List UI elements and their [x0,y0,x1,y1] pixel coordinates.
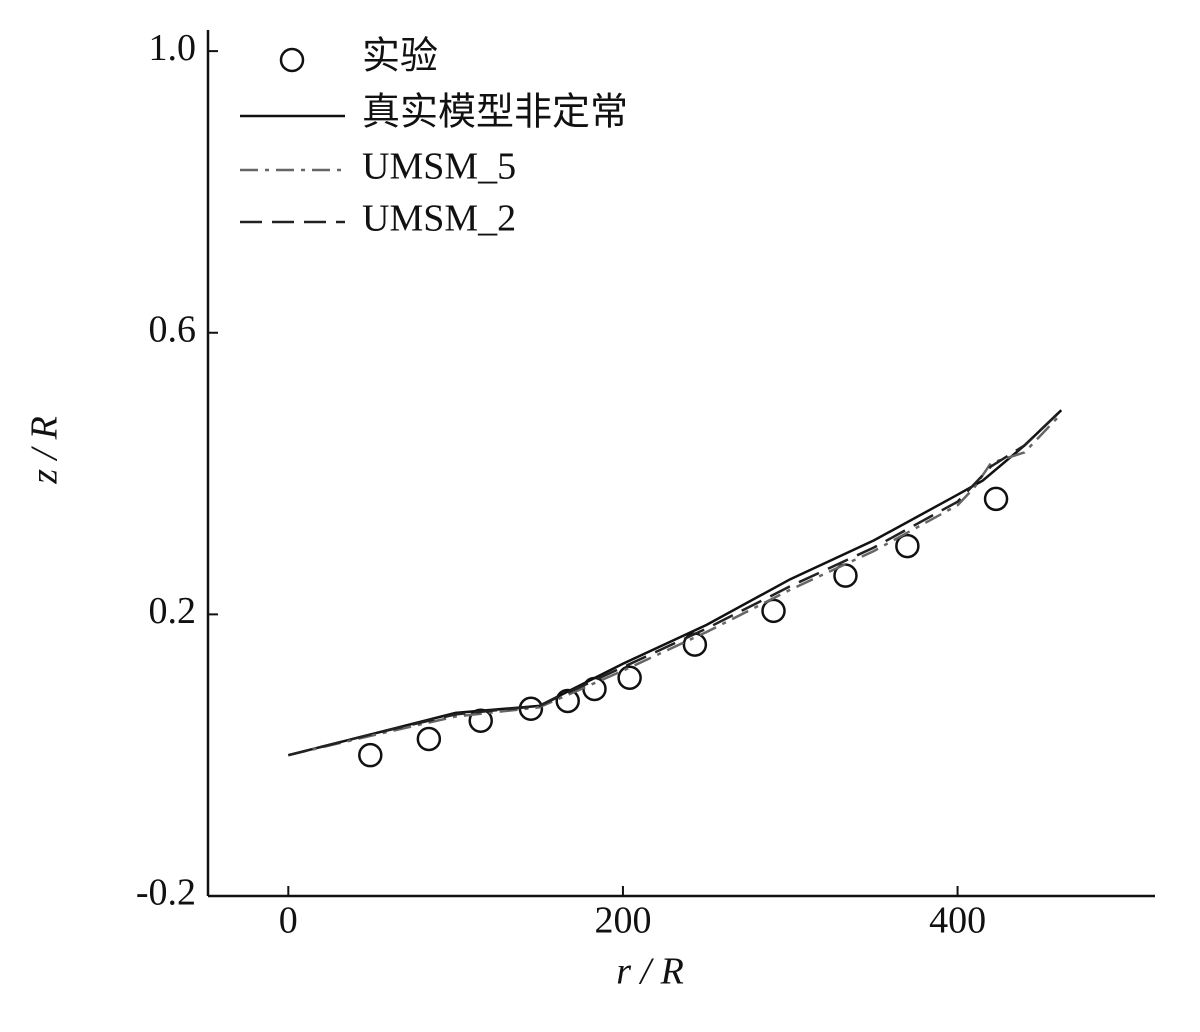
legend-label: UMSM_5 [362,146,516,188]
y-axis-label: z / R [24,416,66,485]
series-line [288,412,1063,757]
data-point [358,742,383,768]
data-point [761,598,786,624]
y-tick-label: 1.0 [149,27,197,69]
legend-marker [279,47,305,73]
legend-label: 实验 [362,36,438,78]
data-point [416,726,442,752]
data-point [895,533,920,559]
y-tick-label: 0.2 [149,590,197,632]
legend-label: UMSM_2 [362,198,516,240]
data-point [555,688,580,714]
x-tick-label: 200 [594,900,651,942]
x-tick-label: 400 [929,900,986,942]
legend-label: 真实模型非定常 [362,92,628,134]
series-line [287,409,1063,757]
x-axis-label: r / R [616,951,684,993]
y-tick-label: 0.6 [149,308,197,350]
x-tick-label: 0 [279,900,298,942]
data-point [617,665,642,690]
series-line [287,409,1063,757]
data-point [983,486,1009,512]
y-tick-label: -0.2 [136,872,196,914]
